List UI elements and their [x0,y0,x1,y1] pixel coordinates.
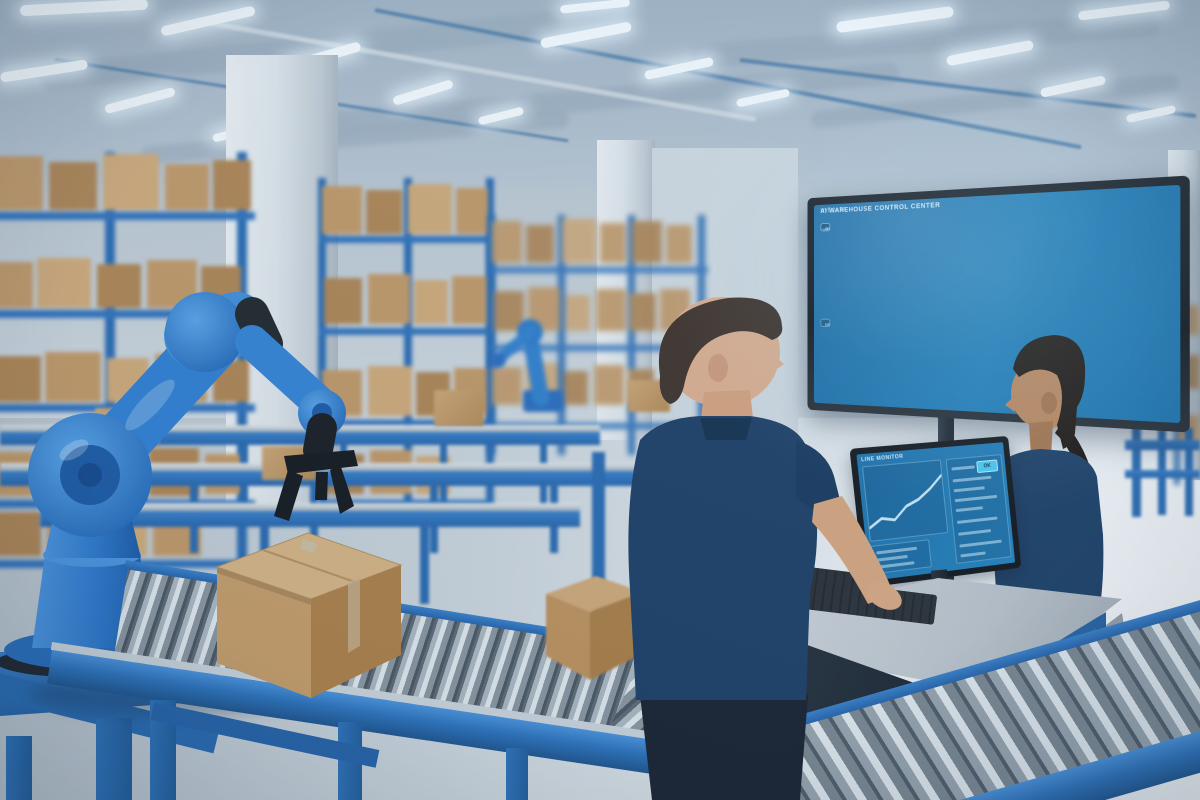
conveyor-surface [0,425,600,432]
stored-box [368,274,410,324]
conveyor-leg [1132,412,1141,517]
stored-box [494,291,524,331]
operator-male [628,297,902,800]
stored-box [492,221,522,263]
stored-box [630,293,656,331]
rack-beam [318,420,493,427]
stored-box [414,280,448,324]
rack-beam [488,345,708,351]
stored-box [492,367,522,405]
stored-box [0,156,43,210]
stored-box [324,278,362,324]
stored-box [562,219,596,263]
box-on-conveyor [434,390,484,426]
stored-box [594,365,624,405]
background-robot-arm [490,319,563,412]
rack-post [488,215,495,455]
status-badge: OK [976,459,999,474]
conveyor-leg [506,748,528,800]
stored-box [600,223,626,263]
rack-beam [318,236,493,243]
rack-post [558,215,565,455]
stored-box [564,371,588,405]
stored-box [596,289,626,331]
stored-box [45,352,101,402]
stored-box [37,258,91,308]
rack-beam [318,328,493,335]
monitor-list-pane: OK [945,454,1012,564]
stored-box [0,356,41,402]
stored-box [368,366,412,416]
rack-post [628,215,635,455]
rack-post [318,178,326,508]
conveyor-leg [1158,420,1166,515]
conveyor-rail [40,511,580,527]
gripper [274,450,358,521]
stored-box [49,162,97,210]
stored-box [165,164,209,210]
stored-box [452,276,488,324]
stored-box [0,512,41,556]
stored-box [456,188,488,234]
stand-leg [96,718,132,800]
stored-box [0,262,33,308]
rack-post [404,178,412,508]
conveyor-rail [1125,470,1200,478]
conveyor-rail [1125,440,1200,450]
stored-box [566,295,590,331]
box-on-conveyor [546,576,642,680]
stand-leg [6,736,32,800]
cardboard-box [215,532,403,698]
stored-box [408,184,452,234]
stored-box [103,154,159,210]
rack-beam [0,310,255,318]
stored-box [632,221,662,263]
stored-box [213,160,251,210]
rack-beam [0,212,255,220]
rack-beam [488,267,708,273]
stored-box [97,264,141,308]
stored-box [322,186,362,234]
stored-box [526,225,554,263]
stored-box [366,190,402,234]
conveyor-surface [40,503,580,511]
conveyor-rail [0,471,660,486]
conveyor-leg [420,524,429,604]
stored-box [666,225,692,263]
